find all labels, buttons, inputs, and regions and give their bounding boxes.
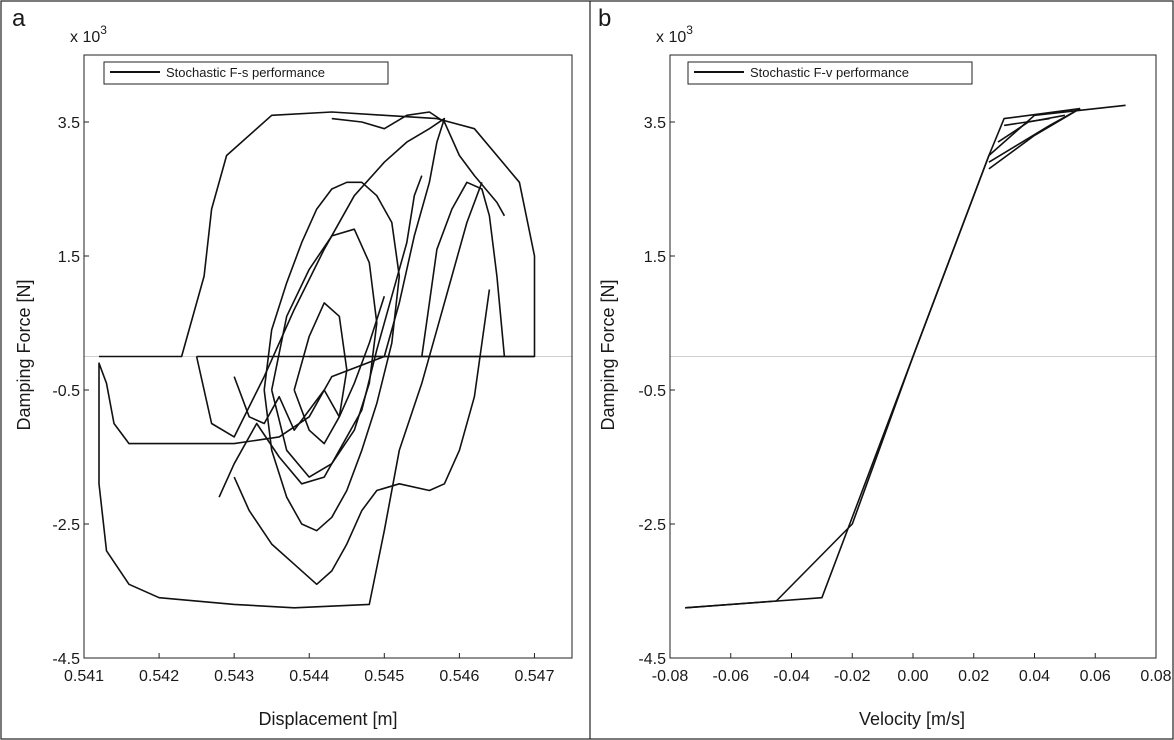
panel-a-series-0-segment-3 [233,289,491,586]
panel-b-ticks: -0.08 -0.06 -0.04 -0.02 0.00 0.02 0.04 0.06 0.08… [638,115,1171,685]
panel-a-xtick-label: 0.544 [289,668,329,685]
panel-a-legend-label: Stochastic F-s performance [166,65,325,80]
panel-b-series-0-segment-5 [1003,117,1050,127]
panel-a-xtick-label: 0.542 [139,668,179,685]
panel-a-xtick-label: 0.543 [214,668,254,685]
panel-b-ylabel: Damping Force [N] [598,279,618,430]
panel-a-series-0-segment-7 [293,302,348,445]
panel-b-ytick-label: -0.5 [638,383,666,400]
panel-b-multiplier: x 103 [656,23,693,46]
panel-a-xtick-label: 0.545 [364,668,404,685]
panel-b-series-0-segment-3 [988,107,1081,170]
panel-a-series-0-segment-4 [331,111,506,217]
panel-a-xlabel: Displacement [m] [258,709,397,729]
panel-b-ytick-label: 3.5 [644,115,666,132]
panel-b-xtick-label: 0.04 [1019,668,1050,685]
panel-a-series-0-segment-1 [98,182,535,609]
panel-a-xtick-label: 0.541 [64,668,104,685]
panel-a-curves [98,111,536,609]
panel-b-xtick-label: 0.06 [1080,668,1111,685]
panel-b-xtick-label: -0.08 [652,668,689,685]
panel-a-legend-box [103,61,389,85]
panel-a-ytick-label: -0.5 [52,383,80,400]
panel-b-xtick-label: -0.06 [713,668,750,685]
panel-a: a x 103 0.541 0.542 0.543 0.544 0.545 0.546 0.… [12,5,573,729]
panel-b-xtick-label: 0.00 [897,668,928,685]
panel-b-xtick-label: 0.02 [958,668,989,685]
panel-a-plot-frame [83,54,573,659]
panel-a-multiplier-base: x 10 [70,29,100,46]
panel-a-series-0-segment-2 [195,117,446,438]
panel-a-ytick-label: 3.5 [58,115,80,132]
panel-b-multiplier-exp: 3 [686,23,693,37]
panel-a-ticks: 0.541 0.542 0.543 0.544 0.545 0.546 0.547 3.5 1.… [52,115,554,685]
panel-a-series-0-segment-10 [421,181,506,357]
panel-b: b x 103 -0.08 -0.06 -0.04 -0.02 0.00 0.02 0.04… [598,5,1172,729]
panel-b-legend-label: Stochastic F-v performance [750,65,909,80]
panel-b-multiplier-base: x 10 [656,29,686,46]
panel-a-xtick-label: 0.547 [514,668,554,685]
panel-b-series-0-segment-1 [685,107,1081,609]
panel-b-legend: Stochastic F-v performance [687,61,973,85]
panel-a-ylabel: Damping Force [N] [14,279,34,430]
panel-b-ytick-label: -2.5 [638,517,666,534]
panel-b-legend-box [687,61,973,85]
panel-a-letter: a [12,5,26,32]
panel-a-ytick-label: 1.5 [58,249,80,266]
panel-a-multiplier-exp: 3 [100,23,107,37]
panel-a-multiplier: x 103 [70,23,107,46]
panel-b-letter: b [598,5,611,32]
panel-b-ytick-label: -4.5 [638,651,666,668]
panel-a-legend: Stochastic F-s performance [103,61,389,85]
panel-a-series-0-segment-5 [263,181,401,532]
panel-b-curves [685,104,1126,609]
panel-a-series-0-segment-8 [218,175,423,498]
panel-a-xtick-label: 0.546 [439,668,479,685]
panel-b-xtick-label: 0.08 [1140,668,1171,685]
panel-b-ytick-label: 1.5 [644,249,666,266]
panel-b-xtick-label: -0.02 [834,668,871,685]
panel-a-ytick-label: -4.5 [52,651,80,668]
panel-a-ytick-label: -2.5 [52,517,80,534]
panel-a-series-0-segment-9 [233,295,386,432]
panel-a-series-0-segment-6 [270,228,378,478]
panel-b-xtick-label: -0.04 [773,668,810,685]
panel-b-xlabel: Velocity [m/s] [859,709,965,729]
